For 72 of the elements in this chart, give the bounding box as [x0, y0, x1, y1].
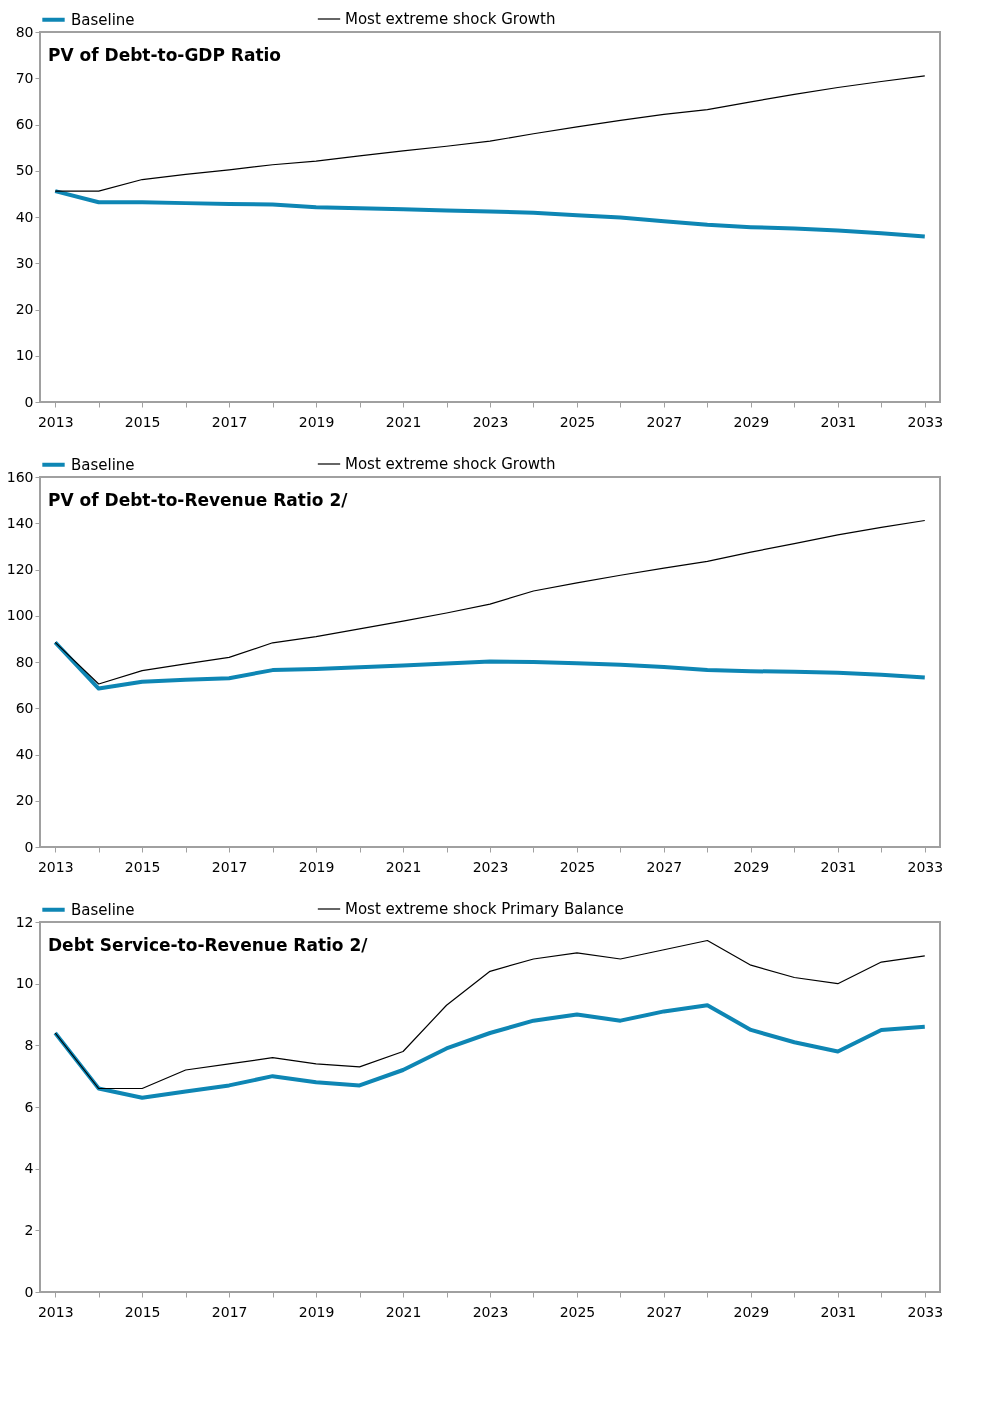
- y-tick-label: 40: [15, 208, 34, 225]
- x-tick-label: 2027: [646, 858, 683, 875]
- y-tick-label: 160: [6, 468, 34, 485]
- y-tick-label: 4: [24, 1160, 34, 1177]
- y-tick-label: 140: [6, 514, 34, 531]
- line-series: [54, 75, 926, 192]
- x-tick-label: 2017: [211, 858, 248, 875]
- x-tick-label: 2033: [907, 413, 944, 430]
- x-tick-label: 2029: [733, 1303, 770, 1320]
- y-tick-label: 60: [15, 116, 34, 132]
- line-series: [54, 519, 926, 685]
- y-tick-label: 10: [15, 975, 34, 992]
- y-tick-label: 50: [15, 162, 34, 179]
- legend-label: Baseline: [71, 455, 135, 474]
- x-tick-label: 2015: [124, 413, 161, 430]
- x-tick-label: 2025: [559, 858, 596, 875]
- legend-label: Most extreme shock Growth: [345, 455, 556, 473]
- y-tick-label: 20: [15, 792, 34, 809]
- x-tick-label: 2033: [907, 1303, 944, 1320]
- y-tick-label: 80: [15, 653, 34, 670]
- x-tick-label: 2013: [37, 413, 74, 430]
- y-tick-label: 0: [24, 1283, 34, 1300]
- x-tick-label: 2015: [124, 858, 161, 875]
- y-tick-label: 6: [24, 1098, 34, 1115]
- y-tick-label: 10: [15, 347, 34, 364]
- y-tick-label: 60: [15, 699, 34, 716]
- legend-label: Most extreme shock Growth: [345, 10, 556, 28]
- legend-label: Baseline: [71, 900, 135, 919]
- x-tick-label: 2015: [124, 1303, 161, 1320]
- x-tick-label: 2019: [298, 1303, 335, 1320]
- y-tick-label: 2: [24, 1221, 34, 1238]
- line-series: [53, 640, 927, 691]
- x-tick-label: 2017: [211, 413, 248, 430]
- x-tick-label: 2027: [646, 413, 683, 430]
- x-tick-label: 2019: [298, 413, 335, 430]
- x-tick-label: 2033: [907, 858, 944, 875]
- x-tick-label: 2013: [37, 1303, 74, 1320]
- y-tick-label: 120: [6, 561, 34, 577]
- y-tick-label: 70: [15, 69, 34, 86]
- y-tick-label: 0: [24, 838, 34, 855]
- x-tick-label: 2021: [385, 1303, 422, 1320]
- x-tick-label: 2023: [472, 413, 509, 430]
- y-tick-label: 80: [15, 23, 34, 40]
- x-tick-label: 2017: [211, 1303, 248, 1320]
- x-tick-label: 2031: [820, 413, 857, 430]
- x-tick-label: 2027: [646, 1303, 683, 1320]
- y-tick-label: 0: [24, 393, 34, 410]
- x-tick-label: 2023: [472, 858, 509, 875]
- line-series: [53, 1003, 927, 1100]
- legend-label: Baseline: [71, 10, 135, 29]
- x-tick-label: 2019: [298, 858, 335, 875]
- x-tick-label: 2023: [472, 1303, 509, 1320]
- x-tick-label: 2013: [37, 858, 74, 875]
- y-tick-label: 12: [15, 913, 34, 930]
- x-tick-label: 2025: [559, 413, 596, 430]
- x-tick-label: 2029: [733, 858, 770, 875]
- x-tick-label: 2031: [820, 1303, 857, 1320]
- text: PV of Debt-to-GDP Ratio: [48, 45, 282, 65]
- y-tick-label: 100: [6, 607, 34, 624]
- y-tick-label: 20: [15, 301, 34, 317]
- line-series: [53, 189, 927, 239]
- x-tick-label: 2021: [385, 413, 422, 430]
- x-tick-label: 2031: [820, 858, 857, 875]
- x-tick-label: 2029: [733, 413, 770, 430]
- text: Debt Service-to-Revenue Ratio 2/: [48, 935, 369, 955]
- y-tick-label: 30: [15, 254, 34, 271]
- text: PV of Debt-to-Revenue Ratio 2/: [48, 490, 349, 510]
- x-tick-label: 2021: [385, 858, 422, 875]
- y-tick-label: 8: [24, 1036, 34, 1053]
- y-tick-label: 40: [15, 746, 34, 762]
- legend-label: Most extreme shock Primary Balance: [345, 900, 624, 918]
- x-tick-label: 2025: [559, 1303, 596, 1320]
